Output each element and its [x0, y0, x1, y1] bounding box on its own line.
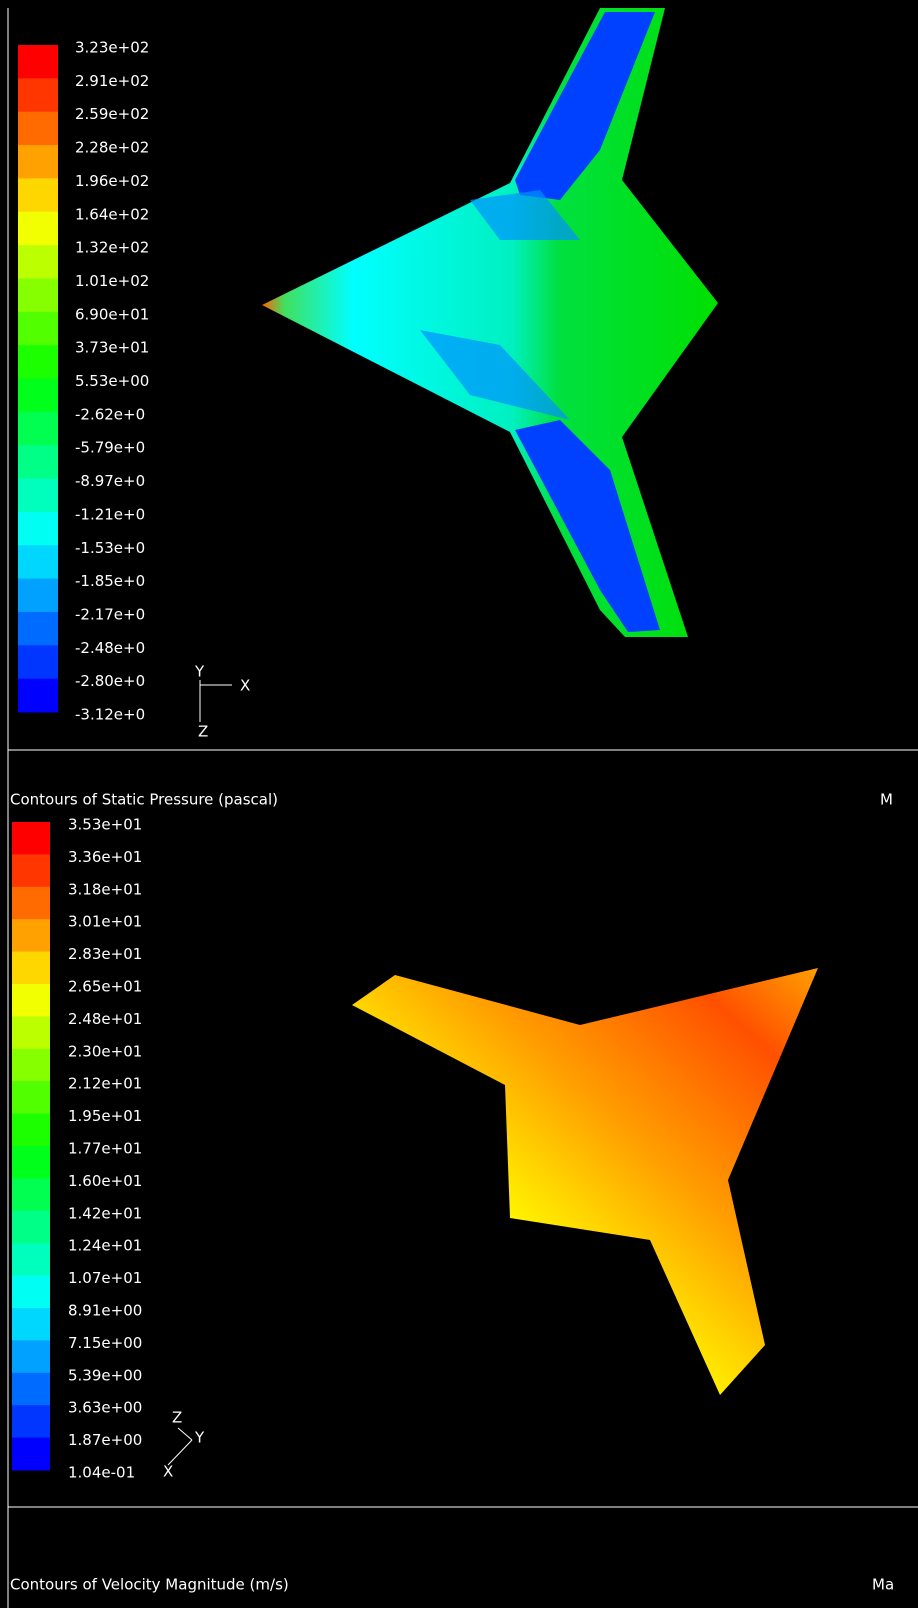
legend-swatch [12, 952, 50, 985]
legend-label: 1.24e+01 [68, 1237, 142, 1255]
legend-swatch [18, 112, 58, 146]
legend-swatch [12, 1340, 50, 1373]
legend-label: -1.53e+0 [75, 539, 145, 557]
legend-swatch [18, 479, 58, 513]
legend-label: 3.73e+01 [75, 339, 149, 357]
legend-swatch [18, 278, 58, 312]
legend-label: 3.53e+01 [68, 816, 142, 834]
legend-label: 7.15e+00 [68, 1334, 142, 1352]
legend-swatch [18, 245, 58, 279]
axis-label: Y [194, 663, 205, 681]
legend-swatch [12, 1243, 50, 1276]
legend-swatch [12, 984, 50, 1017]
legend-label: 2.65e+01 [68, 978, 142, 996]
legend-swatch [18, 379, 58, 413]
viewer: 3.23e+02 2.91e+02 2.59e+02 2.28e+02 1.96e+02… [0, 0, 918, 1608]
legend-label: 5.39e+00 [68, 1366, 142, 1384]
legend-label: 2.91e+02 [75, 72, 149, 90]
caption-right: Ma [872, 1576, 894, 1594]
legend-swatch [18, 78, 58, 112]
legend-swatch [12, 1114, 50, 1147]
legend-swatch [18, 145, 58, 179]
legend-label: -3.12e+0 [75, 706, 145, 724]
legend-swatch [18, 212, 58, 246]
legend-label: -2.48e+0 [75, 639, 145, 657]
legend-swatch [12, 1178, 50, 1211]
legend-label: -1.21e+0 [75, 505, 145, 523]
axis-label: Z [198, 723, 208, 741]
legend-swatch [12, 1276, 50, 1309]
legend-label: 1.95e+01 [68, 1107, 142, 1125]
model-top [262, 8, 718, 637]
legend-swatch [12, 1081, 50, 1114]
legend-label: -5.79e+0 [75, 439, 145, 457]
legend-swatch [18, 645, 58, 679]
legend-swatch [12, 1405, 50, 1438]
legend-label: 1.01e+02 [75, 272, 149, 290]
legend-label: -8.97e+0 [75, 472, 145, 490]
axis-label: Y [194, 1429, 205, 1447]
legend-swatch [12, 919, 50, 952]
legend-swatch [18, 45, 58, 79]
legend-swatch [18, 679, 58, 713]
legend-swatch [12, 1308, 50, 1341]
legend-label: -2.17e+0 [75, 605, 145, 623]
legend-label: 2.28e+02 [75, 139, 149, 157]
legend-label: 6.90e+01 [75, 305, 149, 323]
legend-swatch [18, 178, 58, 212]
axis-label: Z [172, 1409, 182, 1427]
legend-swatch [18, 345, 58, 379]
legend-label: 2.30e+01 [68, 1042, 142, 1060]
legend-label: 2.59e+02 [75, 105, 149, 123]
legend-swatch [12, 1211, 50, 1244]
axis-label: X [240, 677, 250, 695]
axis-triad-bottom [168, 1428, 192, 1465]
caption-right: M [880, 791, 893, 809]
legend-swatch [12, 1049, 50, 1082]
caption: Contours of Static Pressure (pascal) [10, 791, 278, 809]
legend-swatch [18, 312, 58, 346]
legend-label: 3.63e+00 [68, 1399, 142, 1417]
legend-swatch [18, 412, 58, 446]
legend-swatch [18, 579, 58, 613]
legend-label: 1.07e+01 [68, 1269, 142, 1287]
legend-swatch [12, 822, 50, 855]
legend-label: 8.91e+00 [68, 1302, 142, 1320]
legend-label: 3.36e+01 [68, 848, 142, 866]
legend-label: -2.62e+0 [75, 405, 145, 423]
legend-label: 1.77e+01 [68, 1140, 142, 1158]
legend-swatch [12, 854, 50, 887]
legend-label: 3.18e+01 [68, 880, 142, 898]
legend-label: 2.48e+01 [68, 1010, 142, 1028]
legend-label: 1.04e-01 [68, 1464, 135, 1482]
legend-label: 1.42e+01 [68, 1204, 142, 1222]
legend-label: 3.23e+02 [75, 39, 149, 57]
legend-label: -2.80e+0 [75, 672, 145, 690]
legend-swatch [18, 612, 58, 646]
legend-label: 1.87e+00 [68, 1431, 142, 1449]
legend-label: -1.85e+0 [75, 572, 145, 590]
legend-label: 5.53e+00 [75, 372, 149, 390]
legend-swatch [18, 545, 58, 579]
legend-label: 2.12e+01 [68, 1075, 142, 1093]
legend-swatch [18, 512, 58, 546]
legend-swatch [12, 1438, 50, 1471]
legend-label: 2.83e+01 [68, 945, 142, 963]
legend-swatch [12, 1373, 50, 1406]
legend-label: 1.96e+02 [75, 172, 149, 190]
axis-triad-top [200, 680, 232, 722]
legend-swatch [18, 445, 58, 479]
legend-swatch [12, 1146, 50, 1179]
model-bottom [352, 968, 818, 1395]
legend-label: 1.32e+02 [75, 239, 149, 257]
legend-swatch [12, 887, 50, 920]
axis-label: X [163, 1463, 173, 1481]
legend-label: 1.64e+02 [75, 205, 149, 223]
legend-swatch [12, 1016, 50, 1049]
legend-label: 3.01e+01 [68, 913, 142, 931]
legend-label: 1.60e+01 [68, 1172, 142, 1190]
caption: Contours of Velocity Magnitude (m/s) [10, 1576, 289, 1594]
